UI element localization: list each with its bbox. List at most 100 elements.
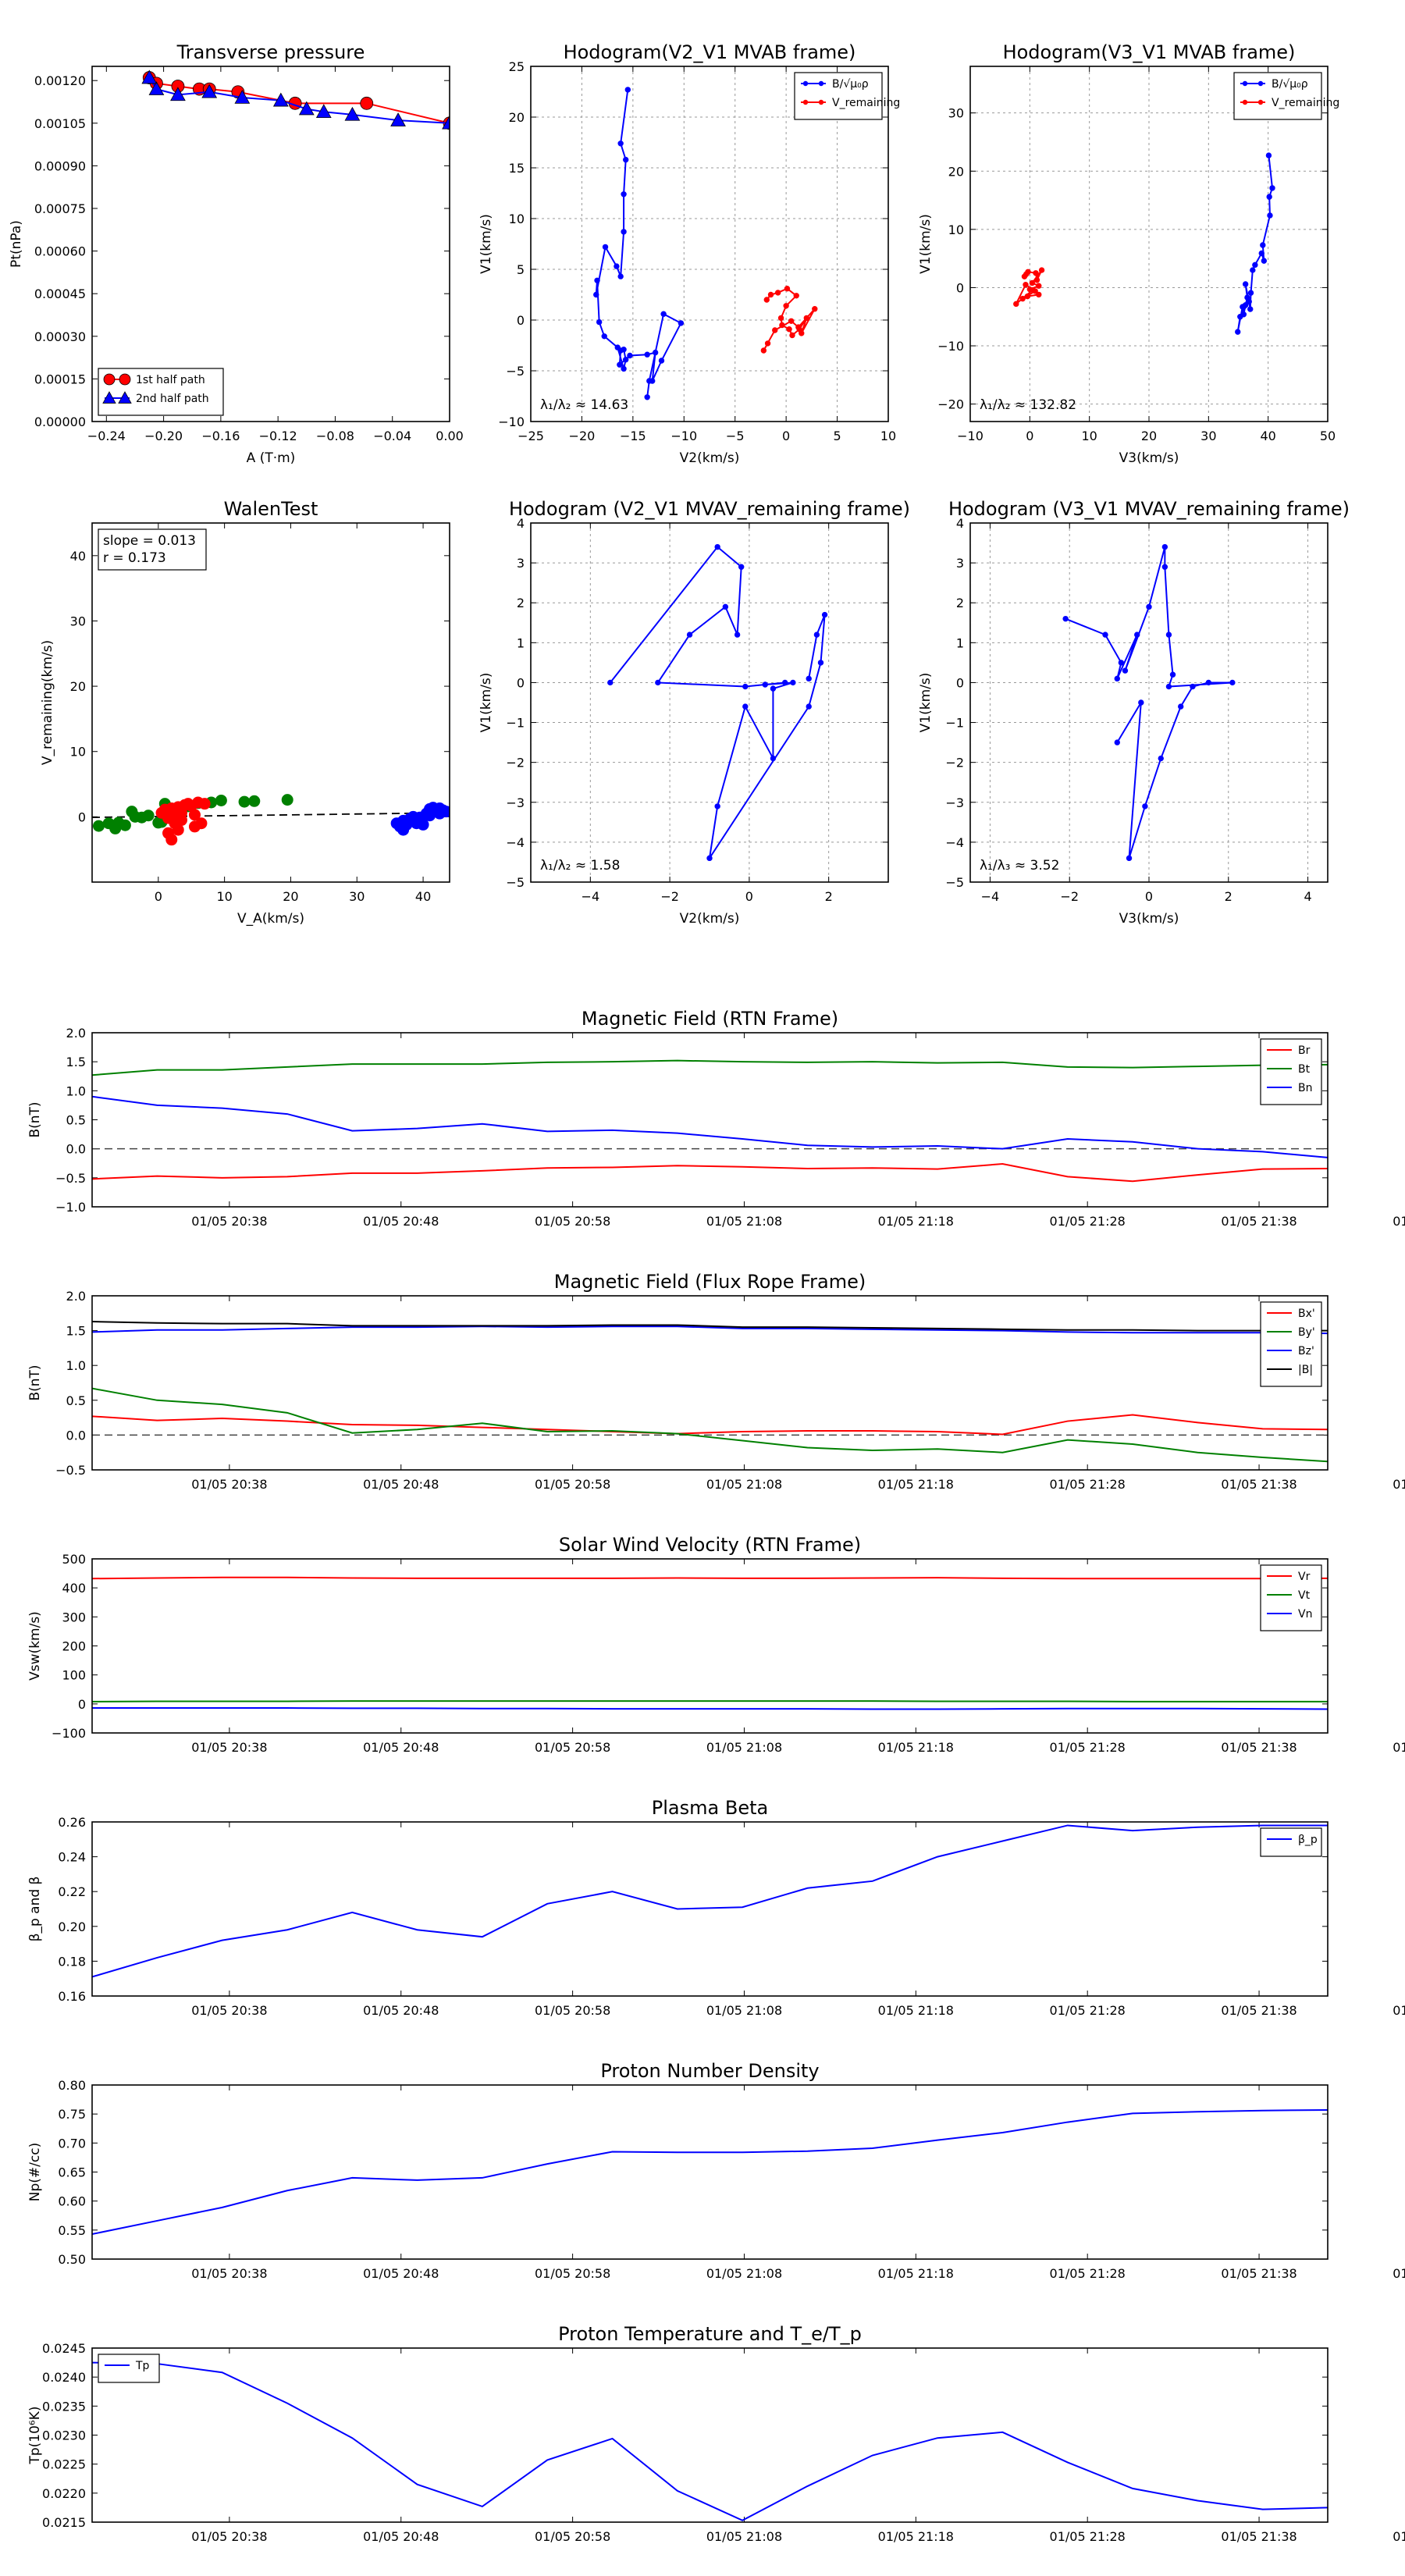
legend-box (98, 2354, 160, 2383)
y-tick-label: 0 (517, 313, 525, 328)
data-point (1269, 185, 1275, 191)
data-point (779, 322, 785, 329)
data-point (813, 632, 820, 638)
x-tick-label: 0 (1145, 889, 1153, 904)
x-tick-label: 01/05 21:48 (1393, 1740, 1405, 1755)
y-tick-label: −1 (506, 716, 525, 731)
data-point (644, 351, 650, 358)
data-point (1161, 543, 1168, 550)
y-axis-label: V1(km/s) (478, 214, 494, 274)
data-point (1023, 282, 1029, 288)
y-tick-label: 1.0 (66, 1358, 86, 1373)
chart-hodo-v3-mvav: Hodogram (V3_V1 MVAV_remaining frame) −4 −… (918, 498, 1350, 927)
y-tick-label: 20 (509, 110, 525, 125)
data-point (1165, 683, 1172, 690)
legend-marker (1257, 99, 1264, 105)
series-line-2 (92, 1707, 1328, 1710)
data-point (621, 229, 627, 235)
y-axis-label: Pt(nPa) (9, 220, 24, 268)
series-line-3 (92, 1321, 1328, 1332)
data-point (1025, 269, 1031, 276)
y-tick-label: 500 (62, 1552, 86, 1567)
x-tick-label: 01/05 20:58 (535, 1740, 610, 1755)
data-point (646, 378, 653, 384)
data-point (142, 809, 155, 822)
y-tick-label: 0.00090 (34, 158, 86, 173)
x-tick-label: 0 (1026, 429, 1033, 443)
data-point (433, 802, 446, 814)
data-point (788, 318, 795, 324)
legend-label: By' (1298, 1326, 1315, 1339)
data-point (1169, 671, 1176, 678)
y-tick-label: 0.00000 (34, 415, 86, 429)
y-tick-label: 3 (517, 556, 525, 571)
x-tick-label: 01/05 21:18 (878, 1740, 954, 1755)
data-point (238, 795, 251, 808)
x-tick-label: −15 (620, 429, 646, 443)
legend-label: B/√μ₀ρ (1272, 78, 1308, 91)
data-point (148, 81, 165, 95)
legend: B/√μ₀ρ V_remaining (794, 72, 900, 120)
x-tick-label: 01/05 21:48 (1393, 1214, 1405, 1229)
x-tick-label: 01/05 20:38 (191, 2266, 267, 2281)
stats-line: r = 0.173 (103, 550, 166, 566)
data-point (188, 809, 201, 821)
plot-area (141, 69, 450, 130)
data-point (624, 87, 631, 93)
axes-frame (91, 2084, 1329, 2260)
series-line-2 (92, 1325, 1328, 1335)
y-tick-label: 0.0235 (42, 2399, 86, 2414)
chart-title: Transverse pressure (176, 41, 365, 63)
data-point (793, 293, 799, 299)
data-point (170, 87, 186, 101)
legend-box (98, 368, 224, 416)
data-point (602, 244, 609, 251)
y-tick-label: 0.0245 (42, 2341, 86, 2356)
legend-box (1260, 1827, 1322, 1857)
legend-marker (802, 99, 809, 105)
x-tick-label: 01/05 20:48 (363, 2266, 439, 2281)
chart-hodo-v3-mvab: Hodogram(V3_V1 MVAB frame) −10 0 10 20 30 40 50… (918, 41, 1339, 466)
x-tick-label: −0.20 (144, 429, 183, 443)
chart-density: Proton Number Density 01/05 20:38 01/05 20… (27, 2060, 1405, 2281)
data-point (92, 820, 105, 832)
y-tick-label: 20 (948, 164, 964, 179)
y-tick-label: −1.0 (55, 1200, 86, 1215)
x-tick-label: 01/05 21:18 (878, 2266, 954, 2281)
data-point (1205, 679, 1212, 686)
data-point (821, 611, 828, 618)
axes-frame (530, 66, 889, 422)
y-tick-label: −2 (506, 756, 525, 770)
y-tick-label: 0 (956, 675, 964, 690)
y-tick-label: −20 (937, 397, 964, 412)
y-tick-label: −4 (945, 835, 964, 850)
x-tick-label: 01/05 20:38 (191, 2003, 267, 2018)
chart-title: Hodogram (V2_V1 MVAV_remaining frame) (509, 498, 910, 520)
y-axis-label: V_remaining(km/s) (40, 640, 55, 765)
y-tick-label: 0.00015 (34, 372, 86, 386)
eigenvalue-ratio-label: λ₁/λ₂ ≈ 132.82 (980, 397, 1076, 413)
chart-title: Solar Wind Velocity (RTN Frame) (559, 1534, 861, 1556)
series-line-0 (1065, 546, 1232, 859)
chart-walen: WalenTest 0 10 20 30 40 0 10 20 30 40 V_A(km/s) V_re… (40, 498, 450, 927)
x-tick-label: 01/05 21:08 (706, 1214, 782, 1229)
data-point (1036, 283, 1042, 289)
legend-marker (1257, 80, 1264, 87)
x-tick-label: 0 (745, 889, 753, 904)
data-point (790, 679, 796, 686)
data-point (738, 564, 745, 570)
y-tick-label: 0.16 (58, 1989, 86, 2004)
data-point (1062, 615, 1069, 622)
data-point (201, 84, 218, 98)
y-tick-label: 10 (70, 745, 86, 760)
chart-beta: Plasma Beta 01/05 20:38 01/05 20:48 01/05 2… (27, 1797, 1405, 2018)
y-tick-label: 0.0240 (42, 2370, 86, 2385)
legend-label: 2nd half path (136, 393, 209, 405)
plot-area (1062, 543, 1236, 862)
legend-box (794, 72, 883, 120)
data-point (770, 755, 777, 762)
y-tick-label: 10 (509, 212, 525, 226)
y-tick-label: 15 (509, 161, 525, 176)
x-tick-label: 01/05 21:38 (1221, 2003, 1297, 2018)
y-tick-label: 2 (956, 596, 964, 610)
